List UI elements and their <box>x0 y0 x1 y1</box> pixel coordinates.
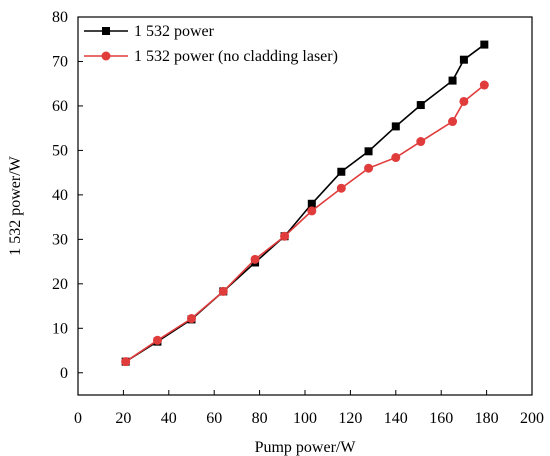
data-point <box>459 96 469 106</box>
y-tick-label: 80 <box>52 9 68 26</box>
y-tick-label: 60 <box>52 98 68 115</box>
series-layer <box>121 40 489 367</box>
x-tick-label: 40 <box>161 410 177 427</box>
series-line <box>125 84 485 363</box>
data-point <box>337 167 346 176</box>
y-tick-label: 20 <box>52 276 68 293</box>
data-point <box>479 80 489 90</box>
y-tick-label: 50 <box>52 142 68 159</box>
x-tick-label: 120 <box>338 410 362 427</box>
data-point <box>480 40 489 49</box>
plot-frame <box>77 16 533 396</box>
axis-ticks <box>77 16 533 395</box>
x-tick-label: 80 <box>252 410 268 427</box>
data-point <box>218 286 228 296</box>
legend-marker-series-2 <box>101 51 111 61</box>
legend-label-series-1: 1 532 power <box>134 23 215 40</box>
data-point <box>416 137 426 147</box>
data-point <box>152 335 162 345</box>
data-point <box>391 122 400 131</box>
series-2 <box>121 80 489 367</box>
x-tick-label: 20 <box>115 410 131 427</box>
legend-marker-series-1 <box>102 27 110 35</box>
data-point <box>187 314 196 324</box>
axis-tick-labels: 0 20 40 60 80 100 120 140 160 180 200 0 10 20 30 40 50 60… <box>52 9 544 427</box>
x-tick-label: 140 <box>384 410 408 427</box>
x-tick-label: 60 <box>206 410 222 427</box>
x-tick-label: 160 <box>429 410 453 427</box>
data-point <box>121 357 131 367</box>
data-point <box>307 206 317 216</box>
data-point <box>250 254 260 264</box>
x-tick-label: 200 <box>520 410 544 427</box>
data-point <box>364 163 374 173</box>
series-1 <box>121 40 489 366</box>
x-tick-label: 180 <box>475 410 499 427</box>
data-point <box>448 117 458 127</box>
y-tick-label: 30 <box>52 231 68 248</box>
legend-label-series-2: 1 532 power (no cladding laser) <box>134 48 338 65</box>
data-point <box>416 101 425 110</box>
data-point <box>280 231 290 241</box>
data-point <box>391 153 401 163</box>
y-tick-label: 0 <box>60 365 68 382</box>
x-tick-label: 0 <box>74 410 82 427</box>
y-axis-title: 1 532 power/W <box>7 155 24 255</box>
series-line <box>125 43 485 363</box>
data-point <box>336 183 346 193</box>
y-tick-label: 70 <box>52 53 68 70</box>
y-tick-label: 40 <box>52 187 68 204</box>
data-point <box>307 199 316 208</box>
y-tick-label: 10 <box>52 320 68 337</box>
data-point <box>459 55 468 64</box>
data-point <box>448 76 457 85</box>
x-tick-label: 100 <box>293 410 317 427</box>
legend: 1 532 power 1 532 power (no cladding las… <box>84 23 338 65</box>
x-axis-title: Pump power/W <box>255 439 357 456</box>
data-point <box>364 147 373 156</box>
